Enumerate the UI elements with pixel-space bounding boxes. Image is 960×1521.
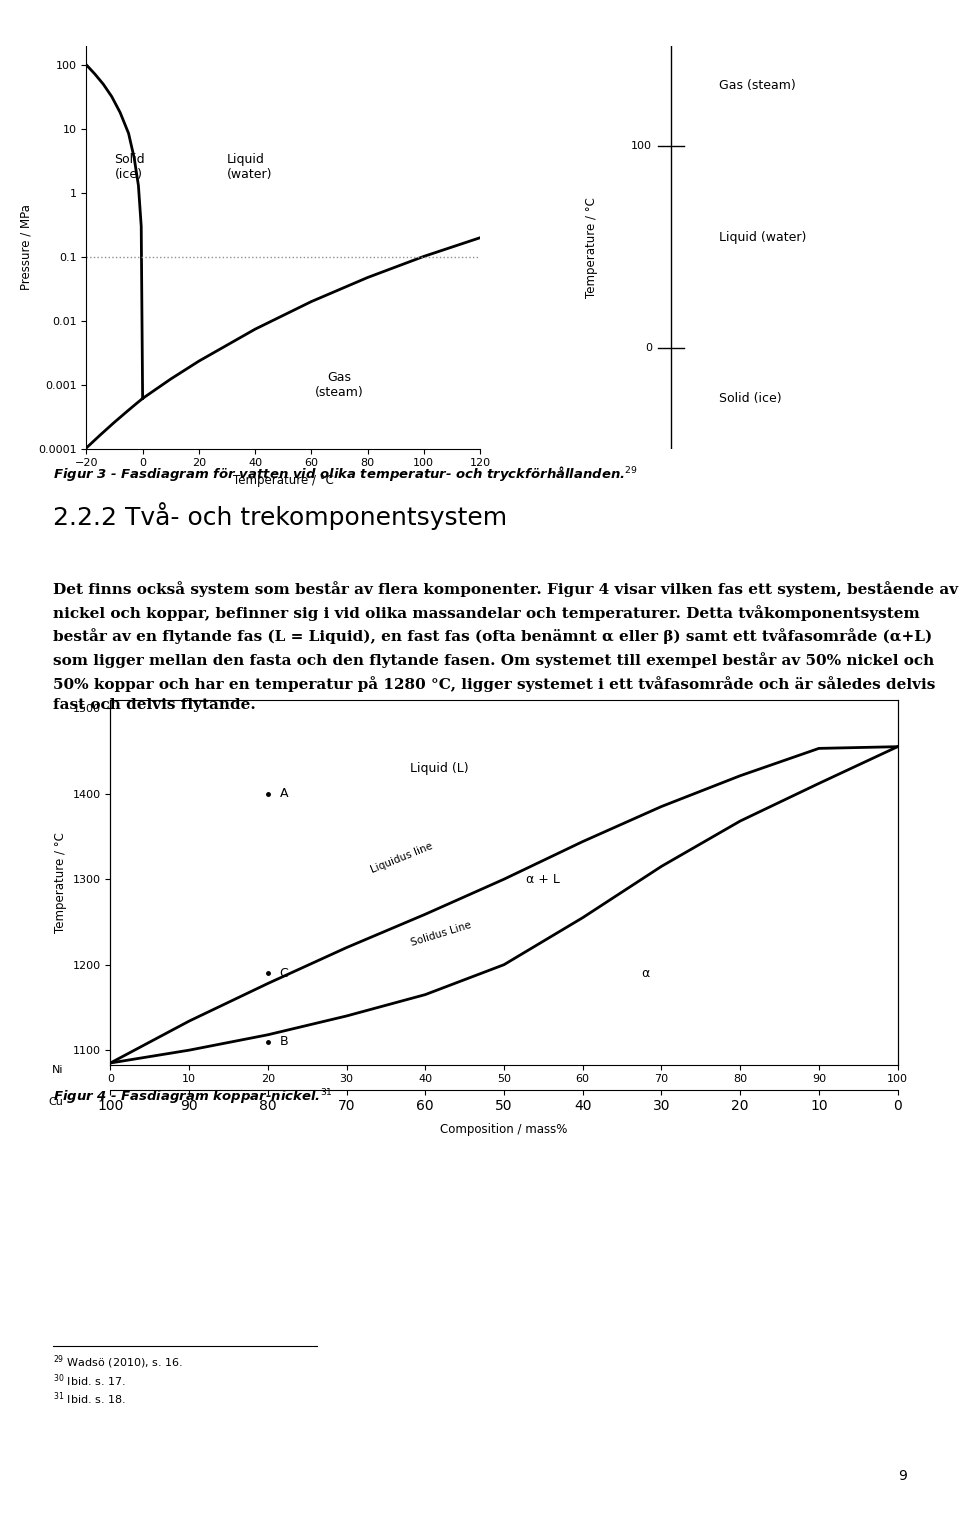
Text: Liquid (L): Liquid (L): [410, 762, 468, 774]
Text: Liquid (water): Liquid (water): [718, 231, 806, 243]
X-axis label: Composition / mass%: Composition / mass%: [441, 1124, 567, 1136]
Text: Solid (ice): Solid (ice): [718, 392, 781, 405]
Text: $^{29}$ Wadsö (2010), s. 16.: $^{29}$ Wadsö (2010), s. 16.: [53, 1354, 183, 1372]
Text: 0: 0: [645, 342, 652, 353]
Text: 100: 100: [631, 141, 652, 152]
Text: Liquid
(water): Liquid (water): [227, 154, 273, 181]
Y-axis label: Pressure / MPa: Pressure / MPa: [19, 204, 33, 291]
Text: Liquidus line: Liquidus line: [370, 841, 434, 875]
Text: $^{31}$ Ibid. s. 18.: $^{31}$ Ibid. s. 18.: [53, 1390, 126, 1407]
Text: Ni: Ni: [52, 1065, 63, 1075]
Text: C: C: [279, 967, 288, 980]
Text: Figur 3 - Fasdiagram för vatten vid olika temperatur- och tryckförhållanden.$^{2: Figur 3 - Fasdiagram för vatten vid olik…: [53, 464, 637, 482]
Text: $^{30}$ Ibid. s. 17.: $^{30}$ Ibid. s. 17.: [53, 1372, 126, 1389]
Text: Gas
(steam): Gas (steam): [315, 371, 364, 399]
Text: Solidus Line: Solidus Line: [410, 920, 472, 948]
Text: α: α: [641, 967, 650, 980]
Text: Cu: Cu: [48, 1097, 63, 1107]
Text: Temperature / °C: Temperature / °C: [586, 196, 598, 298]
Text: 2.2.2 Två- och trekomponentsystem: 2.2.2 Två- och trekomponentsystem: [53, 502, 507, 529]
Text: Det finns också system som består av flera komponenter. Figur 4 visar vilken fas: Det finns också system som består av fle…: [53, 581, 958, 712]
Y-axis label: Temperature / °C: Temperature / °C: [54, 832, 67, 932]
Text: α + L: α + L: [526, 873, 561, 885]
Text: 9: 9: [899, 1469, 907, 1483]
Text: A: A: [279, 788, 288, 800]
Text: Figur 4 - Fasdiagram koppar-nickel.$^{31}$: Figur 4 - Fasdiagram koppar-nickel.$^{31…: [53, 1088, 333, 1107]
Text: Solid
(ice): Solid (ice): [114, 154, 145, 181]
X-axis label: Temperature / °C: Temperature / °C: [232, 475, 334, 487]
Text: B: B: [279, 1036, 288, 1048]
Text: Gas (steam): Gas (steam): [718, 79, 795, 93]
